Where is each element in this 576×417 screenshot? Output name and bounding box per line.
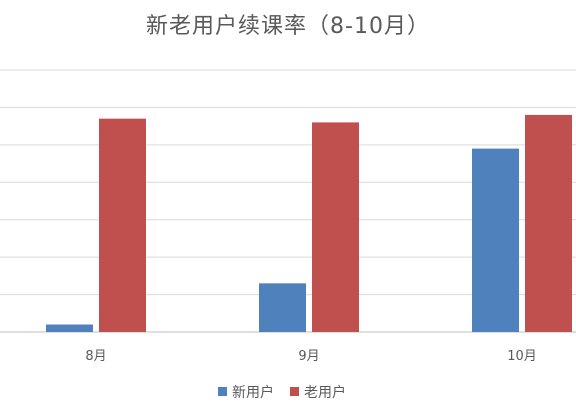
bar-old-user-2 — [525, 114, 572, 333]
x-tick-label: 9月 — [298, 349, 319, 364]
legend-swatch-new-user — [218, 387, 227, 396]
x-tick-label: 10月 — [507, 349, 537, 364]
bar-new-user-2 — [472, 148, 519, 332]
bar-new-user-0 — [46, 324, 93, 332]
bar-old-user-1 — [312, 122, 359, 333]
bar-new-user-1 — [259, 283, 306, 332]
legend: 新用户 老用户 — [218, 384, 346, 401]
category-labels: 8月 9月 10月 — [85, 349, 536, 364]
legend-swatch-old-user — [290, 387, 299, 396]
legend-label-new-user: 新用户 — [232, 384, 274, 401]
legend-label-old-user: 老用户 — [304, 384, 346, 401]
bars — [46, 114, 572, 333]
chart-title: 新老用户续课率（8-10月） — [146, 14, 430, 39]
x-tick-label: 8月 — [85, 349, 106, 364]
bar-old-user-0 — [99, 118, 146, 333]
